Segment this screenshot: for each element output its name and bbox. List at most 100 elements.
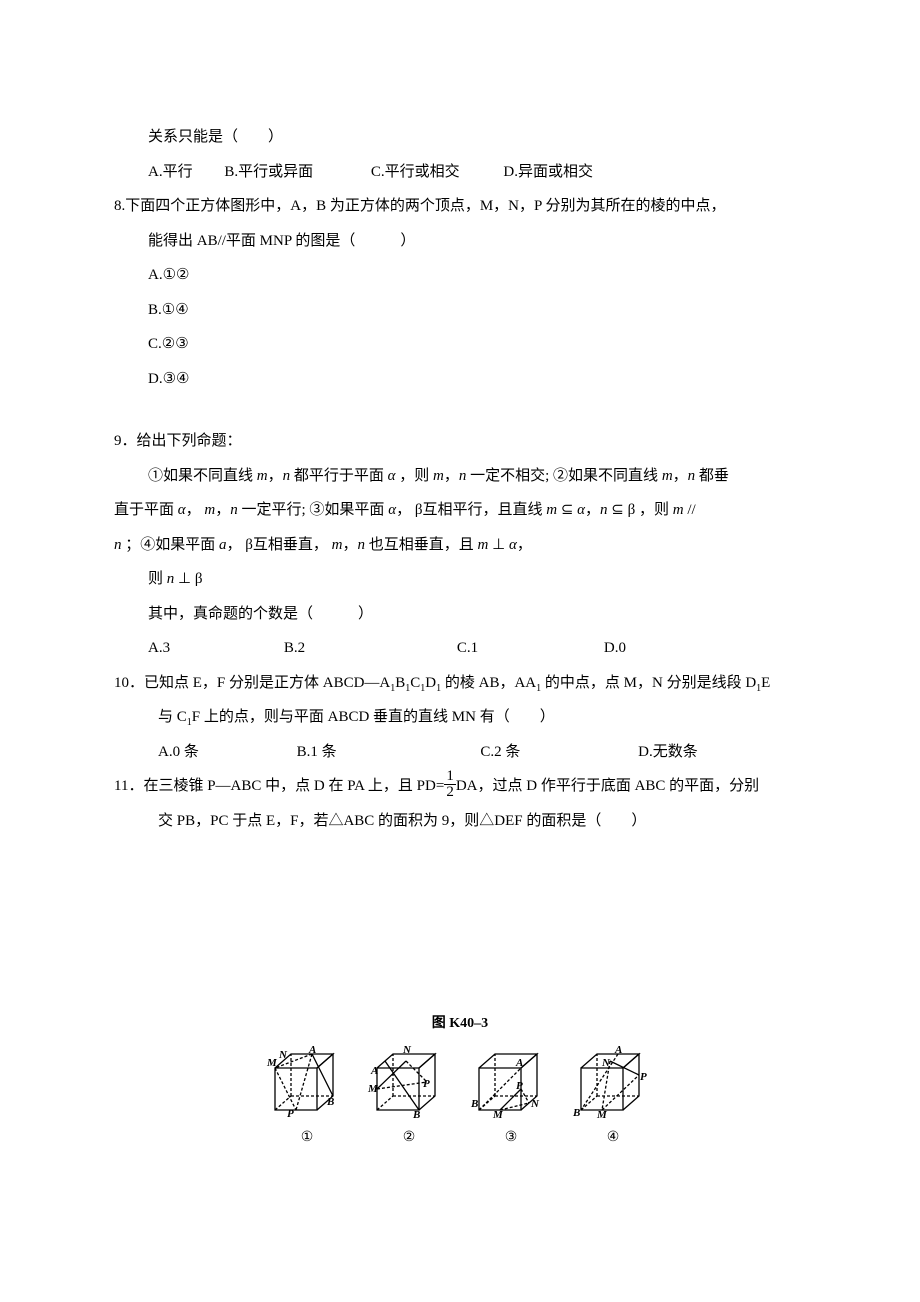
q7-opt-a: A.平行	[148, 155, 193, 190]
var-m: m	[673, 502, 684, 518]
cube-svg-4: A N P B M	[569, 1044, 657, 1120]
q7-opt-d: D.异面或相交	[503, 155, 593, 190]
text: 也互相垂直，且	[369, 537, 474, 553]
svg-text:B: B	[470, 1098, 478, 1110]
text: ，则	[639, 502, 669, 518]
svg-text:A: A	[614, 1044, 622, 1056]
var-m: m	[662, 468, 673, 484]
text: β互相垂直，	[245, 537, 328, 553]
var-alpha: α	[577, 502, 585, 518]
var-m: m	[332, 537, 343, 553]
q7-opt-c: C.平行或相交	[371, 155, 460, 190]
text: ，则	[399, 468, 429, 484]
q8-stem-2: 能得出 AB//平面 MNP 的图是（ ）	[114, 224, 806, 259]
cube-1: M N A P B ①	[263, 1044, 351, 1154]
cube-2: N A M P B ②	[365, 1044, 453, 1154]
svg-text:B: B	[326, 1096, 334, 1108]
text: β	[195, 571, 203, 587]
frac-denominator: 2	[444, 785, 456, 800]
text: C	[410, 675, 420, 691]
var-alpha: α	[509, 537, 517, 553]
text: ①如果不同直线	[148, 468, 253, 484]
var-alpha: α	[178, 502, 186, 518]
text: F 上的点，则与平面 ABCD 垂直的直线 MN 有（ ）	[192, 709, 555, 725]
q10-opt-d: D.无数条	[638, 744, 698, 760]
var-a: a	[219, 537, 227, 553]
svg-text:N: N	[601, 1057, 611, 1069]
var-alpha: α	[388, 468, 396, 484]
svg-text:A: A	[308, 1044, 316, 1056]
var-m: m	[478, 537, 489, 553]
var-m: m	[257, 468, 268, 484]
q8-stem-1: 8.下面四个正方体图形中，A，B 为正方体的两个顶点，M，N，P 分别为其所在的…	[114, 189, 806, 224]
cube-svg-3: A P B M N	[467, 1044, 555, 1120]
q9-conclusion: 其中，真命题的个数是（ ）	[114, 597, 806, 632]
svg-text:B: B	[412, 1109, 420, 1120]
cube-label-3: ③	[505, 1122, 518, 1154]
var-m: m	[546, 502, 557, 518]
svg-text:N: N	[402, 1044, 412, 1056]
q7-stem: 关系只能是（ ）	[114, 120, 806, 155]
svg-text:M: M	[266, 1057, 278, 1069]
q9-opt-a: A.3	[148, 631, 170, 666]
svg-text:P: P	[287, 1108, 294, 1120]
q8-opt-d: D.③④	[114, 362, 806, 397]
q9-prop-line3: n ；④如果平面 a， β互相垂直， m，n 也互相垂直，且 m ⊥ α，	[114, 528, 806, 563]
q10-opt-a: A.0 条	[158, 744, 199, 760]
q9-opt-b: B.2	[284, 631, 305, 666]
var-n: n	[600, 502, 608, 518]
var-n: n	[283, 468, 291, 484]
text: ；④如果平面	[125, 537, 215, 553]
text: 则	[148, 571, 163, 587]
q10-options: A.0 条 B.1 条 C.2 条 D.无数条	[114, 735, 806, 770]
q10-opt-b: B.1 条	[297, 744, 337, 760]
var-n: n	[167, 571, 175, 587]
cube-label-2: ②	[403, 1122, 416, 1154]
var-n: n	[358, 537, 366, 553]
text: E	[761, 675, 770, 691]
cube-4: A N P B M ④	[569, 1044, 657, 1154]
var-n: n	[688, 468, 696, 484]
text: DA，过点 D 作平行于底面 ABC 的平面，分别	[456, 769, 759, 804]
svg-text:M: M	[492, 1109, 504, 1120]
text: 都垂	[699, 468, 729, 484]
svg-text:M: M	[367, 1083, 379, 1095]
q9-opt-c: C.1	[457, 631, 478, 666]
svg-text:M: M	[596, 1109, 608, 1120]
fraction-icon: 1 2	[444, 769, 456, 800]
q8-opt-a: A.①②	[114, 258, 806, 293]
svg-text:N: N	[278, 1049, 288, 1061]
q10-line2: 与 C1F 上的点，则与平面 ABCD 垂直的直线 MN 有（ ）	[114, 700, 806, 735]
var-m: m	[204, 502, 215, 518]
text: B	[395, 675, 405, 691]
q9-prop-line1: ①如果不同直线 m，n 都平行于平面 α ，则 m，n 一定不相交; ②如果不同…	[114, 459, 806, 494]
cube-svg-1: M N A P B	[263, 1044, 351, 1120]
q8-opt-b: B.①④	[114, 293, 806, 328]
q9-options: A.3 B.2 C.1 D.0	[114, 631, 806, 666]
q10-opt-c: C.2 条	[480, 744, 520, 760]
svg-text:A: A	[370, 1065, 378, 1077]
q10-line1: 10．已知点 E，F 分别是正方体 ABCD—A1B1C1D1 的棱 AB，AA…	[114, 666, 806, 701]
svg-text:P: P	[640, 1071, 647, 1083]
q9-prop-line4: 则 n ⊥ β	[114, 562, 806, 597]
text: 与 C	[158, 709, 187, 725]
cubes-row: M N A P B ①	[114, 1044, 806, 1154]
q7-options: A.平行 B.平行或异面 C.平行或相交 D.异面或相交	[114, 155, 806, 190]
text: 一定平行; ③如果平面	[242, 502, 385, 518]
var-n: n	[114, 537, 122, 553]
q9-title: 9．给出下列命题：	[114, 424, 806, 459]
q9-opt-d: D.0	[604, 631, 626, 666]
var-alpha: α	[388, 502, 396, 518]
text: 直于平面	[114, 502, 174, 518]
var-n: n	[459, 468, 467, 484]
figure-caption: 图 K40–3	[114, 1008, 806, 1040]
q11-line2: 交 PB，PC 于点 E，F，若△ABC 的面积为 9，则△DEF 的面积是（ …	[114, 804, 806, 839]
text: D	[425, 675, 436, 691]
q11-line1: 11．在三棱锥 P—ABC 中，点 D 在 PA 上，且 PD= 1 2 DA，…	[114, 769, 806, 804]
text: β互相平行，且直线	[415, 502, 543, 518]
svg-text:P: P	[516, 1080, 523, 1092]
svg-text:N: N	[530, 1098, 540, 1110]
q8-opt-c: C.②③	[114, 327, 806, 362]
text: 10．已知点 E，F 分别是正方体 ABCD—A	[114, 675, 390, 691]
text: 的中点，点 M，N 分别是线段 D	[541, 675, 756, 691]
